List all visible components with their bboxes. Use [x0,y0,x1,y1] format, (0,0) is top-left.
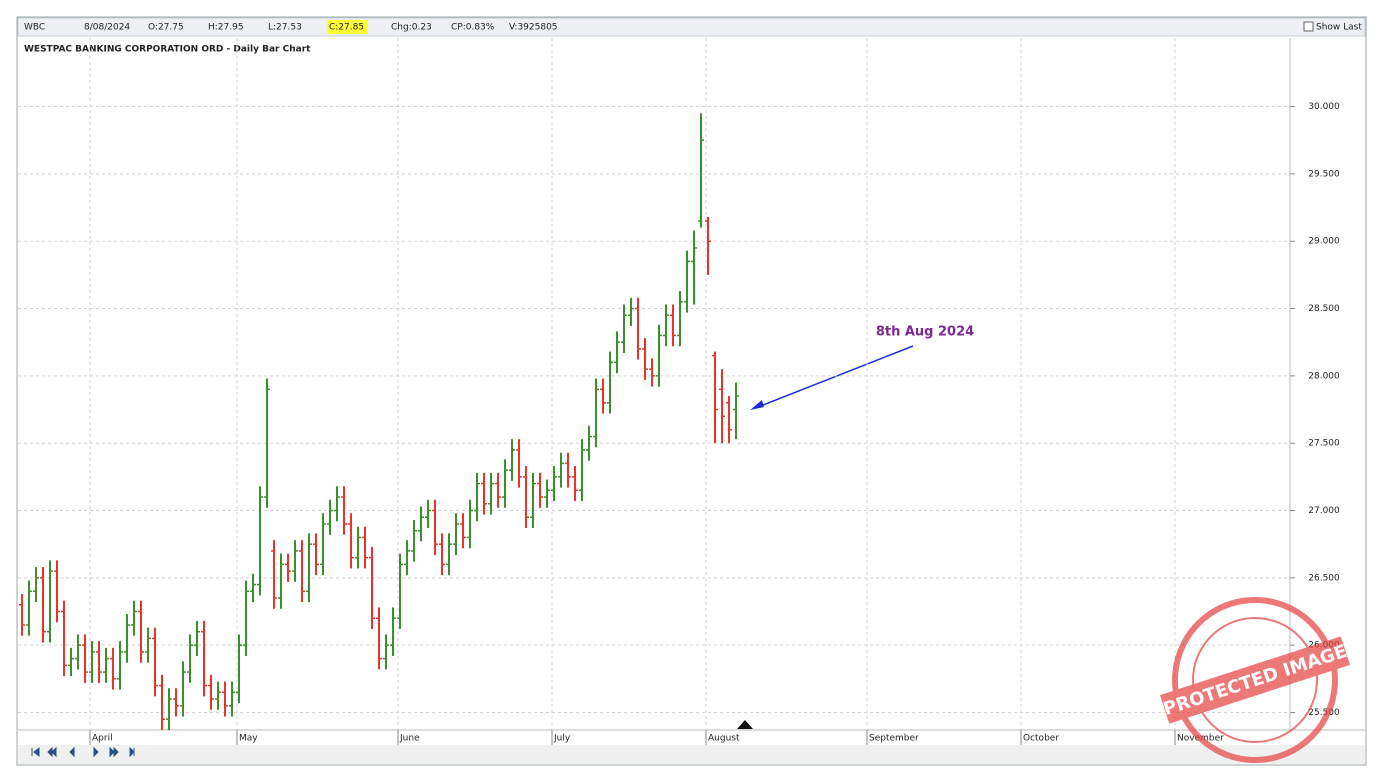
y-tick-label: 28.000 [1308,371,1340,381]
y-tick-label: 27.500 [1308,439,1340,449]
annotation-arrowhead [750,400,764,410]
y-tick-label: 29.000 [1308,237,1340,247]
volume: V:3925805 [509,23,558,33]
date: 8/08/2024 [84,23,130,33]
show-last-label[interactable]: Show Last [1316,23,1362,33]
change: Chg:0.23 [391,23,432,33]
nav-buttons[interactable] [31,746,135,758]
nav-icons[interactable] [31,746,135,758]
y-tick-label: 29.500 [1308,169,1340,179]
y-tick-label: 26.500 [1308,573,1340,583]
watermark-band [1160,636,1350,724]
change-percent: CP:0.83% [451,23,495,33]
x-tick-label: April [92,734,113,744]
current-marker [737,720,753,729]
close-highlight [327,20,368,34]
chart-title: WESTPAC BANKING CORPORATION ORD - Daily … [24,45,311,55]
y-tick-label: 25.500 [1308,708,1340,718]
x-tick-label: August [708,734,740,744]
nav-bar [18,745,1365,764]
y-tick-label: 27.000 [1308,506,1340,516]
symbol: WBC [24,23,45,33]
annotation: 8th Aug 2024 [876,325,974,340]
y-tick-label: 28.500 [1308,304,1340,314]
x-tick-label: October [1023,734,1059,744]
low: L:27.53 [268,23,302,33]
x-tick-label: July [553,734,571,744]
x-tick-label: May [239,734,258,744]
close: C:27.85 [329,23,364,33]
window-frame [16,16,1367,766]
open: O:27.75 [148,23,184,33]
high: H:27.95 [208,23,244,33]
x-tick-label: September [869,734,919,744]
show-last-checkbox[interactable] [1303,21,1314,32]
annotation-arrow [757,345,914,408]
y-tick-label: 30.000 [1308,102,1340,112]
x-tick-label: June [399,734,420,744]
